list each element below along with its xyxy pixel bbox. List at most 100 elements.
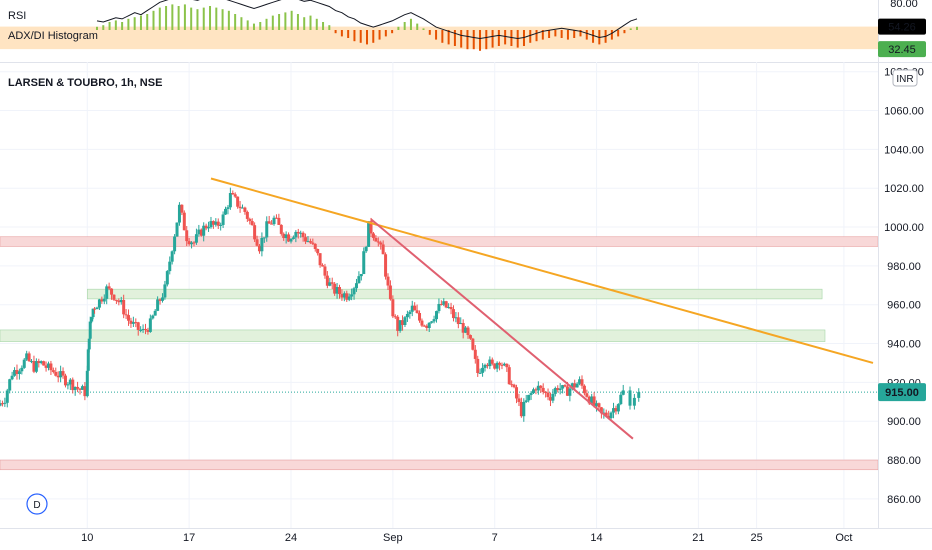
candle-body: [364, 246, 368, 252]
zone-4: [0, 459, 878, 471]
x-tick-label: 17: [183, 532, 195, 544]
candle-body: [553, 388, 557, 394]
candle-body: [127, 315, 131, 321]
x-tick-label: 21: [692, 532, 704, 544]
candle-body: [148, 318, 152, 332]
candle-body: [459, 323, 463, 325]
candle-body: [546, 392, 550, 398]
candle-body: [328, 282, 332, 286]
candle-body: [536, 385, 540, 391]
candle-body: [359, 274, 363, 277]
candle-body: [214, 221, 218, 225]
candle-body: [211, 221, 215, 225]
candle-body: [68, 379, 72, 385]
candle-body: [619, 394, 623, 405]
currency-badge[interactable]: INR: [892, 69, 918, 87]
candle-body: [427, 322, 431, 328]
candle-body: [267, 221, 271, 224]
logo[interactable]: D: [26, 493, 48, 515]
candle-body: [107, 286, 111, 289]
candle-body: [410, 305, 414, 312]
candle-body: [330, 282, 334, 284]
candle-body: [304, 237, 308, 242]
candle-body: [76, 386, 80, 389]
candle-body: [592, 396, 596, 406]
candle-body: [587, 396, 591, 404]
candle-body: [565, 386, 569, 396]
candle-body: [231, 193, 235, 195]
candle-body: [493, 363, 497, 369]
candle-body: [216, 221, 220, 226]
candle-body: [614, 408, 618, 412]
rsi-line: [96, 0, 638, 40]
candle-body: [265, 221, 269, 238]
candle-body: [367, 221, 371, 247]
candle-body: [146, 329, 150, 332]
candle-body: [352, 288, 356, 295]
candle-body: [371, 233, 375, 238]
candle-body: [160, 297, 164, 301]
candle-body: [177, 204, 181, 223]
price-axis[interactable]: 1080.001060.001040.001020.001000.00980.0…: [878, 0, 926, 528]
candle-body: [59, 371, 63, 378]
candle-body: [78, 388, 82, 390]
candle-body: [335, 287, 339, 294]
candles: [0, 187, 641, 422]
candle-body: [44, 365, 48, 368]
candle-body: [299, 232, 303, 234]
candle-body: [131, 322, 135, 324]
candle-body: [519, 401, 523, 417]
candle-body: [207, 227, 211, 229]
candle-body: [129, 320, 133, 324]
legend-adx: ADX/DI Histogram: [8, 30, 98, 42]
candle-body: [500, 364, 504, 366]
candle-body: [49, 363, 53, 371]
candle-body: [47, 363, 50, 368]
candle-body: [80, 386, 84, 390]
candle-body: [476, 358, 480, 374]
candle-body: [165, 271, 169, 285]
candle-body: [105, 286, 109, 299]
trendlines: [210, 177, 874, 440]
candle-body: [616, 404, 620, 412]
x-tick-labels: 10 17 24 Sep 7 14 21 25 Oct: [81, 532, 852, 544]
candle-body: [544, 392, 548, 394]
candle-body: [66, 384, 70, 386]
candle-body: [22, 359, 26, 368]
candle-body: [599, 407, 603, 414]
candle-body: [112, 294, 116, 300]
candle-body: [362, 251, 366, 275]
candle-body: [163, 284, 167, 298]
candle-body: [507, 367, 511, 385]
candle-body: [585, 393, 589, 397]
time-axis[interactable]: 10 17 24 Sep 7 14 21 25 Oct: [0, 528, 932, 545]
candle-body: [91, 308, 95, 318]
candle-body: [437, 303, 441, 312]
candle-body: [308, 241, 312, 243]
candle-body: [100, 299, 104, 302]
candle-body: [245, 211, 249, 219]
candle-body: [173, 236, 177, 252]
candle-body: [311, 242, 315, 244]
candle-body: [333, 283, 337, 294]
candle-body: [403, 317, 407, 325]
candle-body: [287, 234, 291, 242]
candle-body: [612, 408, 616, 413]
candle-body: [88, 321, 92, 339]
candle-body: [393, 316, 397, 318]
candle-body: [253, 225, 257, 240]
candle-body: [221, 214, 225, 225]
candle-body: [15, 370, 19, 375]
trendline-2: [370, 218, 634, 440]
candle-body: [54, 371, 58, 376]
candle-body: [228, 193, 232, 208]
candle-body: [632, 397, 636, 406]
candle-body: [568, 388, 572, 396]
candle-body: [175, 222, 179, 237]
last-price-box: [878, 383, 926, 402]
candle-body: [204, 225, 208, 229]
candle-body: [141, 328, 145, 330]
candle-body: [590, 396, 594, 404]
candle-body: [515, 387, 519, 399]
ind-value-box: [878, 41, 926, 58]
